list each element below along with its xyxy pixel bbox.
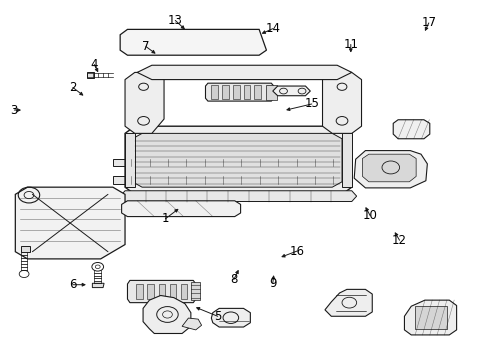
- Text: 16: 16: [289, 244, 304, 257]
- Polygon shape: [404, 300, 456, 335]
- Polygon shape: [266, 85, 276, 100]
- Polygon shape: [181, 284, 187, 299]
- Text: 4: 4: [90, 58, 98, 71]
- Polygon shape: [125, 72, 163, 134]
- Polygon shape: [87, 72, 94, 78]
- Text: 7: 7: [142, 40, 149, 53]
- Text: 15: 15: [304, 98, 319, 111]
- Polygon shape: [232, 85, 239, 99]
- Polygon shape: [325, 289, 371, 316]
- Polygon shape: [272, 86, 310, 96]
- Polygon shape: [122, 201, 240, 217]
- Polygon shape: [113, 159, 351, 166]
- Polygon shape: [341, 134, 351, 187]
- Polygon shape: [392, 120, 429, 139]
- Text: 6: 6: [69, 278, 77, 291]
- Polygon shape: [353, 150, 427, 188]
- Text: 8: 8: [230, 273, 237, 286]
- Text: 12: 12: [391, 234, 406, 247]
- Polygon shape: [222, 85, 228, 99]
- Polygon shape: [120, 30, 266, 55]
- Polygon shape: [92, 283, 104, 288]
- Polygon shape: [169, 284, 176, 299]
- Polygon shape: [211, 309, 250, 327]
- Polygon shape: [147, 284, 154, 299]
- Text: 2: 2: [69, 81, 77, 94]
- Polygon shape: [136, 284, 142, 299]
- Polygon shape: [182, 318, 201, 330]
- Polygon shape: [15, 187, 125, 259]
- Polygon shape: [137, 65, 351, 80]
- Text: 17: 17: [421, 17, 435, 30]
- Polygon shape: [322, 72, 361, 134]
- Polygon shape: [132, 134, 341, 187]
- Text: 5: 5: [214, 310, 221, 323]
- Text: 3: 3: [11, 104, 18, 117]
- Polygon shape: [143, 296, 190, 333]
- Polygon shape: [125, 126, 351, 194]
- Polygon shape: [21, 246, 30, 252]
- Polygon shape: [205, 83, 273, 101]
- Polygon shape: [120, 191, 356, 202]
- Polygon shape: [254, 85, 261, 99]
- Text: 11: 11: [343, 38, 358, 51]
- Polygon shape: [243, 85, 250, 99]
- Polygon shape: [158, 284, 164, 299]
- Text: 13: 13: [167, 14, 183, 27]
- Polygon shape: [113, 176, 351, 184]
- Polygon shape: [190, 282, 199, 300]
- Polygon shape: [362, 154, 415, 182]
- Text: 1: 1: [162, 212, 169, 225]
- Text: 10: 10: [362, 210, 377, 222]
- Polygon shape: [125, 134, 135, 187]
- Text: 9: 9: [268, 277, 276, 290]
- Polygon shape: [127, 280, 195, 303]
- Polygon shape: [414, 306, 446, 329]
- Text: 14: 14: [264, 22, 280, 35]
- Polygon shape: [211, 85, 218, 99]
